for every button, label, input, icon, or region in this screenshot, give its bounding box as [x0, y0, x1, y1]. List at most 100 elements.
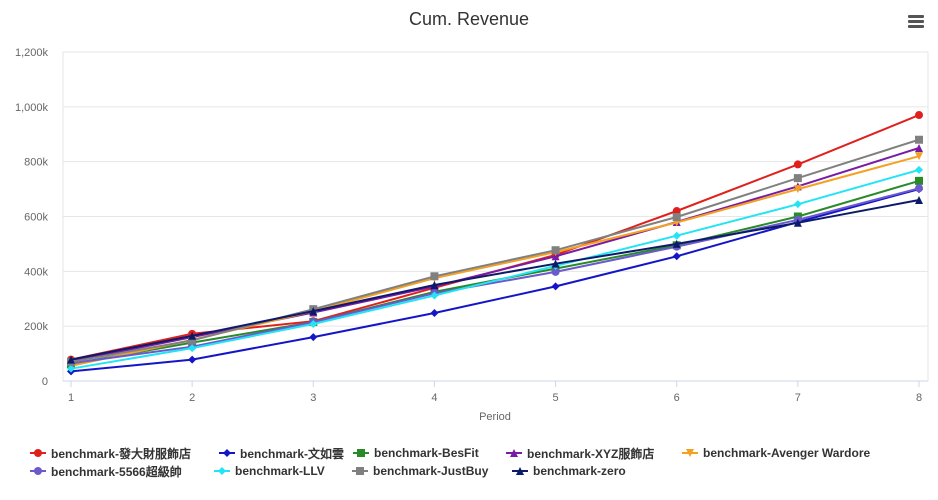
- data-point: [915, 196, 923, 205]
- legend-marker: [510, 449, 518, 457]
- legend-symbol: [219, 449, 235, 457]
- y-tick-label: 600k: [24, 212, 48, 224]
- legend-marker: [357, 449, 365, 457]
- data-point: [188, 331, 197, 340]
- legend-label: benchmark-BesFit: [374, 446, 479, 460]
- legend-marker: [686, 449, 694, 457]
- y-tick-label: 800k: [24, 157, 48, 169]
- chart-title: Cum. Revenue: [409, 9, 529, 29]
- data-point: [915, 165, 923, 174]
- x-axis-title: Period: [479, 411, 511, 423]
- data-point: [188, 355, 197, 364]
- legend-item[interactable]: benchmark-zero: [512, 464, 652, 478]
- data-point: [67, 355, 75, 364]
- legend-symbol: [352, 467, 368, 475]
- legend-symbol: [512, 467, 528, 475]
- series-line: [70, 114, 920, 361]
- legend-item[interactable]: benchmark-BesFit: [353, 446, 506, 460]
- series-line: [70, 168, 920, 370]
- series-line: [70, 138, 920, 363]
- data-point: [188, 336, 197, 345]
- data-point: [672, 213, 681, 222]
- series-8: [67, 196, 923, 364]
- data-point: [67, 364, 75, 373]
- data-point: [915, 111, 923, 120]
- y-tick-label: 0: [42, 376, 48, 388]
- legend-marker: [34, 467, 42, 475]
- legend-label: benchmark-5566超級帥: [51, 464, 182, 479]
- data-point: [430, 309, 439, 318]
- x-tick-label: 3: [310, 392, 316, 404]
- series-line: [70, 147, 920, 363]
- data-point: [430, 291, 439, 300]
- legend-symbol: [30, 467, 46, 475]
- data-point: [672, 231, 681, 240]
- legend-marker: [356, 467, 364, 475]
- data-point: [188, 344, 197, 353]
- legend-marker: [516, 467, 524, 475]
- series-line: [70, 187, 920, 365]
- legend-symbol: [682, 449, 698, 457]
- legend-marker: [223, 449, 231, 457]
- data-point: [551, 259, 560, 268]
- y-tick-label: 400k: [24, 266, 48, 278]
- legend-item[interactable]: benchmark-Avenger Wardore: [682, 446, 902, 460]
- data-point: [551, 267, 560, 276]
- data-point: [915, 176, 923, 185]
- legend-symbol: [353, 449, 369, 457]
- legend-item[interactable]: benchmark-文如雲: [219, 445, 353, 462]
- data-point: [309, 319, 318, 328]
- legend-label: benchmark-文如雲: [240, 446, 345, 461]
- axes: 0 200k 400k 600k 800k 1,000k 1,200k 1 2 3 4 5 6 7 8: [15, 47, 928, 404]
- chart: Cum. Revenue 0 200k 400k 600k 800k 1,000k 1,20…: [15, 9, 929, 423]
- chart-menu-button[interactable]: [905, 10, 927, 32]
- series-line: [70, 199, 920, 361]
- data-point: [793, 160, 802, 169]
- data-point: [430, 281, 439, 290]
- data-point: [793, 200, 802, 209]
- data-point: [430, 272, 439, 281]
- series-7: [67, 135, 923, 366]
- legend: benchmark-發大財服飾店 benchmark-文如雲 benchmark-B…: [30, 444, 930, 480]
- x-tick-label: 1: [68, 392, 74, 404]
- legend-row: benchmark-發大財服飾店 benchmark-文如雲 benchmark-B…: [30, 444, 930, 462]
- legend-item[interactable]: benchmark-發大財服飾店: [30, 445, 219, 462]
- data-point: [793, 185, 802, 194]
- legend-item[interactable]: benchmark-XYZ服飾店: [506, 445, 682, 462]
- legend-symbol: [30, 449, 46, 457]
- data-point: [915, 152, 923, 161]
- data-point: [309, 307, 318, 316]
- y-tick-label: 1,000k: [15, 102, 49, 114]
- x-tick-label: 7: [795, 392, 801, 404]
- legend-symbol: [506, 449, 522, 457]
- y-tick-label: 1,200k: [15, 47, 49, 59]
- x-tick-label: 5: [553, 392, 559, 404]
- series-line: [70, 188, 920, 373]
- legend-item[interactable]: benchmark-JustBuy: [352, 464, 512, 478]
- legend-symbol: [214, 467, 230, 475]
- legend-label: benchmark-LLV: [235, 464, 325, 478]
- data-point: [309, 333, 318, 342]
- legend-item[interactable]: benchmark-5566超級帥: [30, 463, 214, 480]
- data-point: [551, 246, 560, 255]
- data-point: [672, 252, 681, 261]
- x-tick-label: 4: [431, 392, 437, 404]
- data-point: [672, 207, 681, 216]
- data-point: [672, 239, 681, 248]
- x-tick-label: 6: [674, 392, 680, 404]
- legend-marker: [34, 449, 42, 457]
- legend-item[interactable]: benchmark-LLV: [214, 464, 352, 478]
- legend-label: benchmark-zero: [533, 464, 626, 478]
- y-tick-label: 200k: [24, 321, 48, 333]
- legend-label: benchmark-JustBuy: [373, 464, 489, 478]
- data-point: [551, 282, 560, 291]
- data-point: [915, 184, 923, 193]
- data-point: [793, 174, 802, 183]
- legend-row: benchmark-5566超級帥 benchmark-LLV benchmark-…: [30, 462, 930, 480]
- data-point: [915, 135, 923, 144]
- legend-label: benchmark-XYZ服飾店: [527, 446, 655, 461]
- x-tick-label: 2: [189, 392, 195, 404]
- legend-label: benchmark-Avenger Wardore: [703, 446, 871, 460]
- legend-label: benchmark-發大財服飾店: [51, 446, 192, 461]
- data-point: [793, 218, 802, 227]
